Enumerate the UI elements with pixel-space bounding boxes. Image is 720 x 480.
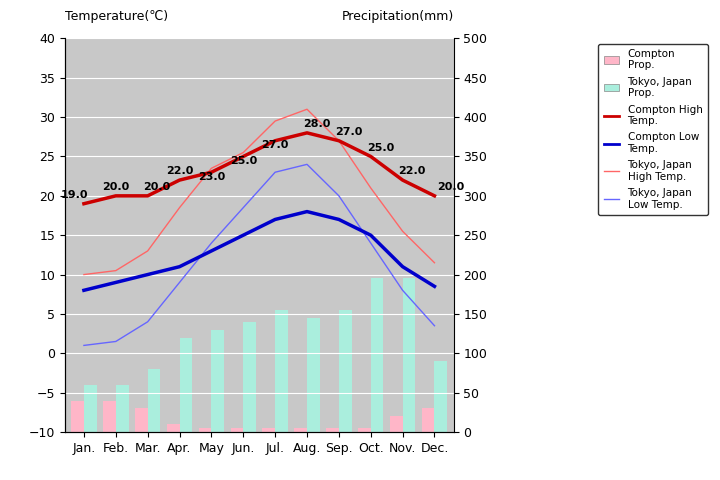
Bar bbox=[179, 337, 192, 432]
Legend: Compton
Prop., Tokyo, Japan
Prop., Compton High
Temp., Compton Low
Temp., Tokyo,: Compton Prop., Tokyo, Japan Prop., Compt… bbox=[598, 44, 708, 215]
Bar bbox=[326, 428, 339, 432]
Bar bbox=[230, 428, 243, 432]
Bar bbox=[71, 400, 84, 432]
Bar bbox=[116, 385, 129, 432]
Text: 19.0: 19.0 bbox=[60, 190, 88, 200]
Text: 20.0: 20.0 bbox=[143, 182, 171, 192]
Bar bbox=[358, 428, 371, 432]
Text: 28.0: 28.0 bbox=[303, 119, 330, 129]
Bar bbox=[262, 428, 275, 432]
Text: 27.0: 27.0 bbox=[335, 127, 362, 137]
Text: 22.0: 22.0 bbox=[166, 166, 193, 176]
Text: 27.0: 27.0 bbox=[261, 140, 289, 150]
Text: 22.0: 22.0 bbox=[398, 166, 426, 176]
Bar bbox=[167, 424, 179, 432]
Bar bbox=[135, 408, 148, 432]
Bar bbox=[402, 278, 415, 432]
Bar bbox=[84, 385, 96, 432]
Bar bbox=[275, 310, 288, 432]
Bar bbox=[339, 310, 351, 432]
Bar bbox=[422, 408, 434, 432]
Text: 20.0: 20.0 bbox=[437, 182, 464, 192]
Text: 23.0: 23.0 bbox=[198, 172, 225, 181]
Bar bbox=[199, 428, 212, 432]
Bar bbox=[307, 318, 320, 432]
Bar bbox=[434, 361, 447, 432]
Bar bbox=[294, 428, 307, 432]
Text: Temperature(℃): Temperature(℃) bbox=[65, 10, 168, 23]
Bar bbox=[390, 416, 402, 432]
Bar bbox=[103, 400, 116, 432]
Bar bbox=[371, 278, 384, 432]
Text: 25.0: 25.0 bbox=[366, 143, 394, 153]
Text: 25.0: 25.0 bbox=[230, 156, 257, 166]
Bar bbox=[148, 369, 161, 432]
Bar bbox=[243, 322, 256, 432]
Text: 20.0: 20.0 bbox=[102, 182, 130, 192]
Text: Precipitation(mm): Precipitation(mm) bbox=[341, 10, 454, 23]
Bar bbox=[212, 330, 224, 432]
